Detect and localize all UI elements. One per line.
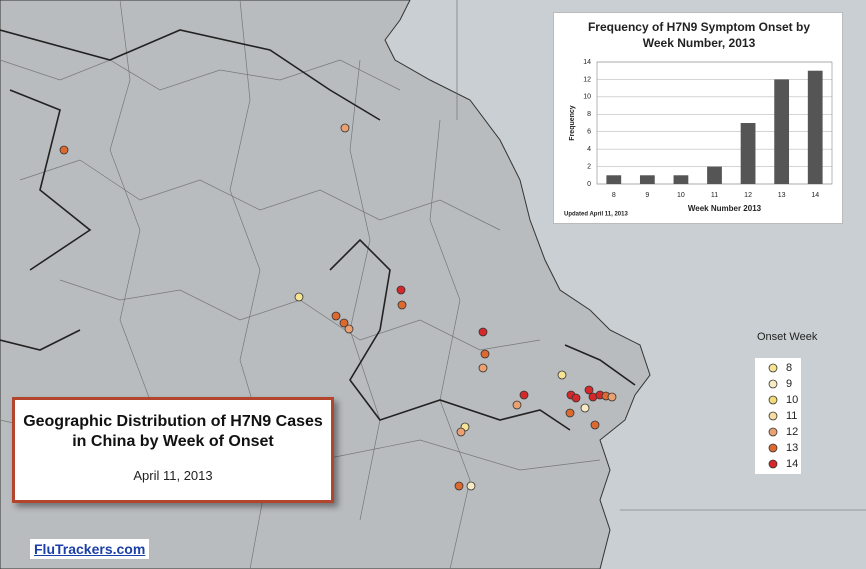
case [294,292,304,302]
x-tick-label: 14 [811,192,819,199]
chart: 0 2 4 6 8 10 12 14 8 9 10 11 12 13 14 Week Number 2013 F… [564,59,833,218]
case [397,300,407,310]
case [571,393,581,403]
case [480,349,490,359]
x-axis-label: Week Number 2013 [688,204,762,213]
legend-swatch [768,427,778,437]
case [454,481,464,491]
case [512,400,522,410]
legend-label: 11 [786,410,797,422]
case [339,318,349,328]
case [466,481,476,491]
map-title: Geographic Distribution of H7N9 Cases in… [23,413,323,450]
bar [774,79,790,184]
legend-swatch [768,379,778,389]
case [396,285,406,295]
legend-swatch [768,395,778,405]
chart-panel: Frequency of H7N9 Symptom Onset by Week … [553,12,843,224]
case [565,408,575,418]
y-tick-label: 8 [587,111,591,118]
y-tick-label: 6 [587,129,591,136]
legend-swatch [768,363,778,373]
legend-label: 10 [786,394,798,406]
x-tick-label: 12 [744,192,752,199]
region-borders [0,29,636,431]
map-date: April 11, 2013 [133,468,213,483]
x-tick-label: 13 [778,192,786,199]
case [607,392,617,402]
plot-frame [596,61,833,185]
y-tick-label: 12 [583,76,591,83]
case [340,123,350,133]
case [456,427,466,437]
legend-swatch [768,411,778,421]
bar [740,123,756,184]
case [584,385,594,395]
case [478,327,488,337]
case [331,311,341,321]
legend-label: 14 [786,458,798,470]
bar [606,175,622,184]
legend-swatch [768,459,778,469]
legend-label: 13 [786,442,798,454]
chart-note: Updated April 11, 2013 [564,212,628,218]
legend-label: 12 [786,426,798,438]
brand-link[interactable]: FluTrackers.com [30,539,150,559]
case [478,363,488,373]
bar [807,70,823,184]
legend-title: Onset Week [757,331,818,343]
chart-title: Frequency of H7N9 Symptom Onset by Week … [587,20,811,50]
legend-swatch [768,443,778,453]
case-dots [59,123,617,491]
legend-label: 9 [786,378,792,390]
case [519,390,529,400]
case [590,420,600,430]
x-tick-label: 11 [711,192,718,199]
y-tick-label: 0 [587,181,591,188]
x-tick-label: 9 [645,192,649,199]
x-tick-label: 10 [677,192,685,199]
case [59,145,69,155]
y-tick-label: 2 [587,163,591,170]
y-tick-label: 10 [583,94,591,101]
bar [639,175,655,184]
case [557,370,567,380]
y-axis-label: Frequency [569,105,576,141]
bar [707,166,722,184]
title-box: Geographic Distribution of H7N9 Cases in… [12,397,334,503]
legend-label: 8 [786,362,792,374]
case [344,324,354,334]
bar [673,175,689,184]
case [580,403,590,413]
y-tick-label: 14 [583,59,591,66]
y-tick-label: 4 [587,146,591,153]
x-tick-label: 8 [612,192,616,199]
legend-box [755,358,801,474]
